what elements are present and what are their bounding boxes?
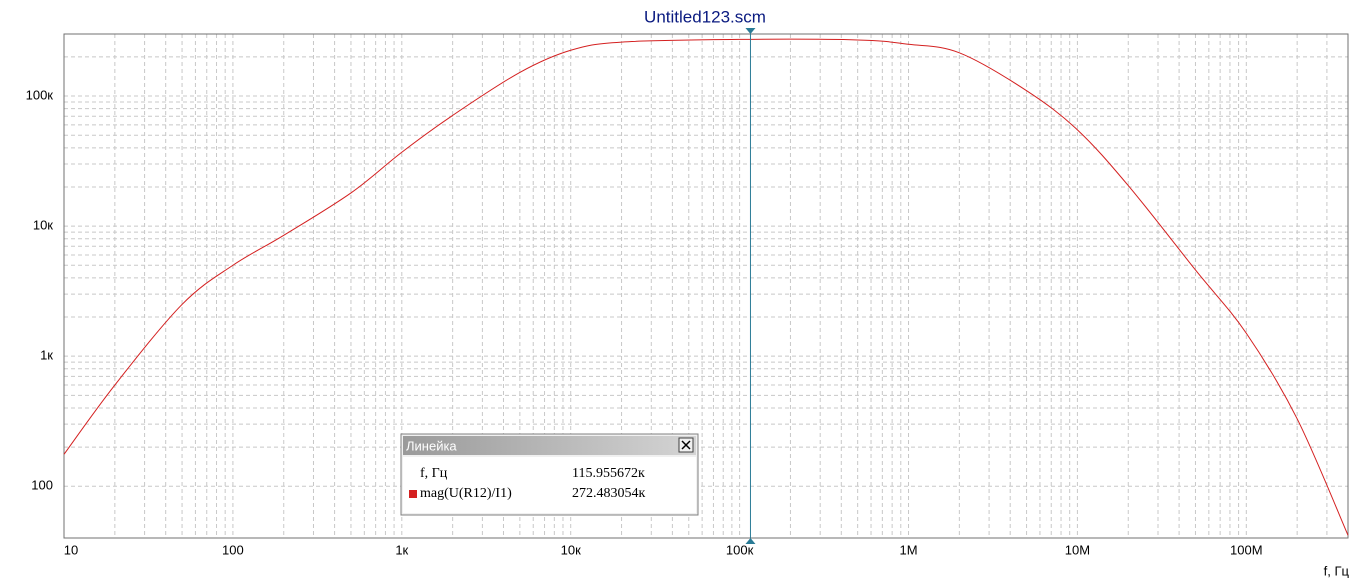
x-tick-label: 100M (1230, 542, 1263, 557)
x-tick-label: 1M (899, 542, 917, 557)
plot-frame (63, 33, 1349, 539)
ruler-window[interactable]: Линейка f, Гц 115.955672к mag(U(R12)/I1)… (400, 433, 699, 516)
y-tick-label: 100к (26, 87, 54, 102)
x-tick-label: 10к (561, 542, 581, 557)
window-title: Линейка (406, 438, 457, 453)
y-tick-label: 10к (33, 218, 53, 233)
window-titlebar (403, 436, 696, 455)
curves (63, 38, 1349, 536)
x-axis-label: f, Гц (1324, 563, 1350, 578)
cursor-handle (745, 538, 756, 544)
x-tick-label: 1к (395, 542, 408, 557)
close-icon (681, 440, 691, 450)
row-name: f, Гц (420, 466, 448, 481)
chart-title: Untitled123.scm (644, 7, 766, 26)
window-body (403, 457, 696, 513)
series-line (63, 38, 1349, 536)
row-value: 272.483054к (572, 486, 646, 501)
x-tick-label: 100 (222, 542, 244, 557)
x-tick-label: 10 (64, 542, 78, 557)
row-value: 115.955672к (572, 466, 645, 481)
cursor[interactable] (745, 28, 756, 544)
y-tick-label: 1к (40, 348, 53, 363)
cursor-handle (745, 28, 756, 34)
legend-swatch (409, 490, 417, 498)
legend-entry: mag(U(R12)/I1) (420, 486, 512, 501)
x-tick-label: 10M (1065, 542, 1090, 557)
x-tick-label: 100к (726, 542, 754, 557)
y-tick-label: 100 (31, 478, 53, 493)
